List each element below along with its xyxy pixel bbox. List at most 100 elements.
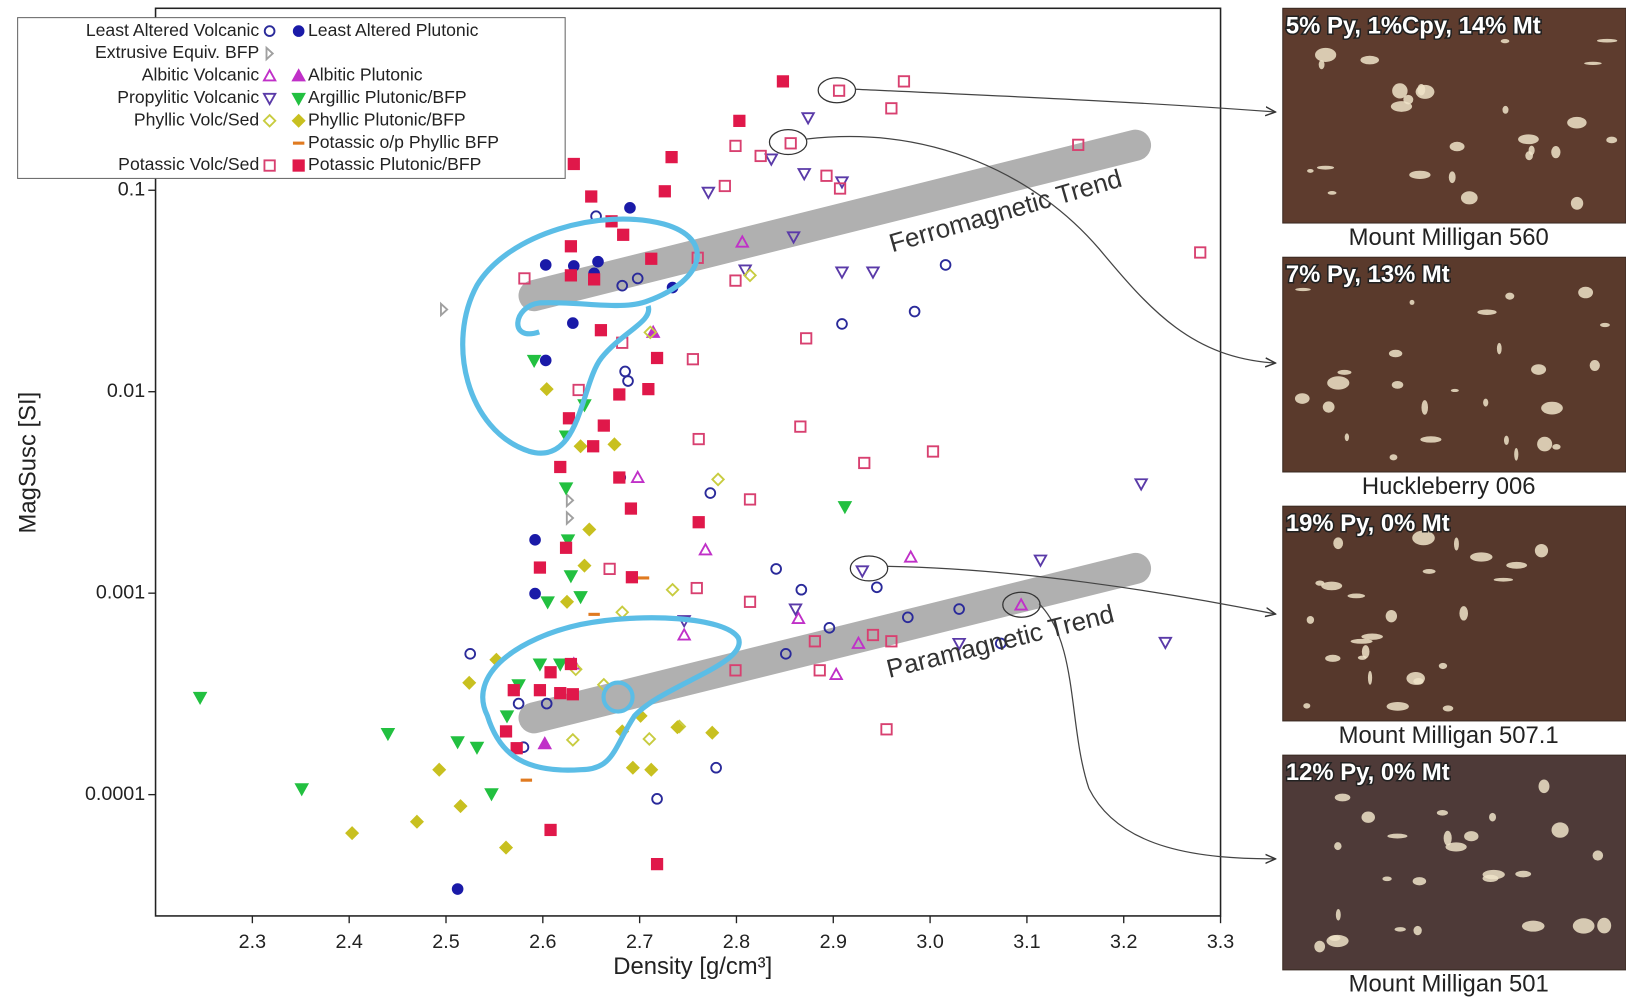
photo-grain: [1505, 293, 1514, 300]
y-tick-label: 0.1: [118, 178, 145, 200]
point: [566, 659, 576, 669]
point: [593, 257, 603, 267]
photo-grain: [1315, 48, 1336, 62]
point: [535, 685, 545, 695]
photo-grain: [1593, 850, 1604, 860]
photo-grain: [1295, 393, 1310, 404]
legend-label: Albitic Volcanic: [142, 65, 260, 85]
point: [625, 203, 635, 213]
photo-grain: [1443, 705, 1453, 711]
point: [561, 543, 571, 553]
photo-grain: [1303, 703, 1310, 708]
photo-grain: [1522, 921, 1545, 932]
photo-grain: [1423, 569, 1436, 574]
photo-grain: [1323, 401, 1335, 412]
point: [569, 159, 579, 169]
photo-grain: [1506, 562, 1527, 569]
photo-grain: [1315, 581, 1324, 586]
x-tick-label: 2.9: [820, 931, 847, 953]
photo-grain: [1314, 941, 1325, 953]
photo-grain: [1387, 702, 1409, 711]
point: [453, 884, 463, 894]
photo-caption: 19% Py, 0% Mt: [1286, 510, 1450, 537]
photo-grain: [1361, 812, 1374, 823]
point: [614, 389, 624, 399]
photo-grain: [1345, 433, 1349, 441]
photo-label: Mount Milligan 507.1: [1339, 722, 1559, 749]
point: [564, 413, 574, 423]
x-tick-label: 2.4: [336, 931, 363, 953]
photo-grain: [1531, 364, 1546, 375]
point: [638, 576, 649, 579]
photo-grain: [1395, 927, 1406, 931]
photo-grain: [1295, 288, 1311, 291]
photo-grain: [1387, 834, 1407, 839]
photo-grain: [1551, 146, 1560, 158]
photo-grain: [1606, 137, 1617, 144]
photo-grain: [1389, 350, 1402, 358]
x-tick-label: 3.0: [916, 931, 943, 953]
point: [643, 384, 653, 394]
photo: [1283, 257, 1626, 472]
photo-grain: [1504, 436, 1509, 445]
photo-grain: [1483, 875, 1499, 882]
photo-grain: [1590, 360, 1600, 371]
legend-label: Albitic Plutonic: [308, 65, 423, 85]
point: [545, 667, 555, 677]
point: [568, 318, 578, 328]
photo-grain: [1461, 191, 1478, 204]
photo-caption: 5% Py, 1%Cpy, 14% Mt: [1286, 12, 1541, 39]
page: {"chart_data": { "type": "scatter", "x_l…: [0, 0, 1626, 1001]
x-axis-label: Density [g/cm³]: [613, 953, 772, 980]
x-tick-label: 3.3: [1207, 931, 1234, 953]
point: [511, 743, 521, 753]
photo-grain: [1327, 376, 1349, 389]
photo-grain: [1525, 151, 1533, 160]
point: [599, 420, 609, 430]
point: [555, 462, 565, 472]
legend-label: Phyllic Plutonic/BFP: [308, 109, 466, 129]
photo: [1283, 8, 1626, 223]
legend-label: Argillic Plutonic/BFP: [308, 87, 467, 107]
point: [541, 260, 551, 270]
y-tick-label: 0.001: [96, 581, 145, 603]
point: [660, 186, 670, 196]
photo-grain: [1413, 926, 1421, 935]
photo-grain: [1413, 877, 1426, 885]
photo-grain: [1360, 56, 1379, 65]
legend-label: Potassic Volc/Sed: [118, 154, 259, 174]
photo-grain: [1336, 909, 1341, 921]
photo-grain: [1578, 287, 1593, 299]
x-tick-label: 2.8: [723, 931, 750, 953]
photo-grain: [1351, 639, 1373, 644]
photo-grain: [1386, 610, 1397, 622]
photo-grain: [1421, 400, 1428, 415]
photo-grain: [1390, 454, 1398, 460]
point: [530, 535, 540, 545]
point: [555, 688, 565, 698]
point: [521, 779, 532, 782]
point: [694, 517, 704, 527]
photo-grain: [1501, 39, 1510, 43]
point: [734, 116, 744, 126]
photo-grain: [1417, 84, 1425, 96]
point: [566, 270, 576, 280]
x-tick-label: 3.2: [1110, 931, 1137, 953]
photo-grain: [1552, 444, 1560, 450]
photo-grain: [1567, 117, 1586, 129]
photo-grain: [1464, 831, 1478, 841]
legend-label: Potassic o/p Phyllic BFP: [308, 132, 499, 152]
point: [652, 859, 662, 869]
legend-label: Least Altered Volcanic: [86, 20, 260, 40]
point: [545, 825, 555, 835]
photo-grain: [1571, 197, 1583, 210]
photo-grain: [1410, 300, 1415, 305]
legend-label: Extrusive Equiv. BFP: [95, 42, 259, 62]
legend-marker: [294, 26, 304, 36]
photo-label: Huckleberry 006: [1362, 473, 1536, 500]
point: [509, 685, 519, 695]
photo-caption: 7% Py, 13% Mt: [1286, 261, 1450, 288]
photo-grain: [1420, 436, 1441, 442]
legend-marker: [293, 142, 304, 145]
point: [626, 503, 636, 513]
